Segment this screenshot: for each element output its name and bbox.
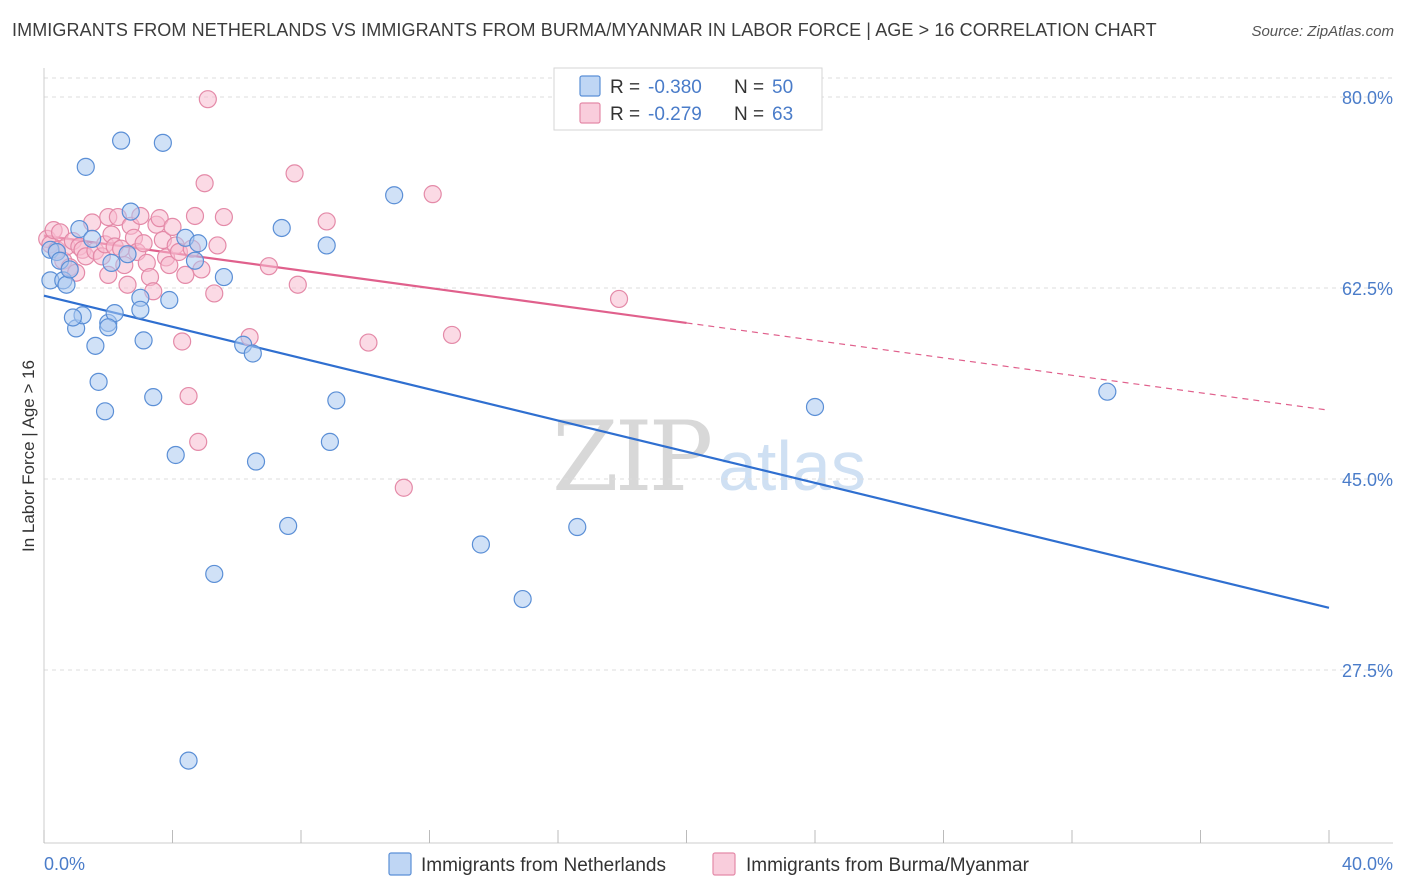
y-tick-label-2: 62.5% bbox=[1342, 279, 1393, 299]
netherlands-point-42 bbox=[385, 186, 404, 205]
legend-n-label-netherlands: N = bbox=[734, 77, 764, 98]
netherlands-point-30 bbox=[185, 251, 205, 270]
burma-point-51 bbox=[208, 236, 227, 255]
y-tick-label-0: 27.5% bbox=[1342, 661, 1393, 681]
netherlands-point-10 bbox=[76, 157, 95, 176]
burma-point-38 bbox=[163, 217, 182, 236]
stats-legend: R = -0.380 N = 50 R = -0.279 N = 63 bbox=[553, 67, 823, 131]
burma-point-37 bbox=[160, 255, 179, 275]
burma-point-43 bbox=[179, 386, 198, 406]
netherlands-point-41 bbox=[327, 391, 346, 410]
legend-n-value-netherlands: 50 bbox=[772, 77, 793, 98]
netherlands-point-16 bbox=[102, 253, 121, 272]
netherlands-point-44 bbox=[513, 589, 532, 609]
netherlands-point-45 bbox=[568, 517, 587, 537]
netherlands-point-43 bbox=[471, 535, 490, 554]
burma-point-58 bbox=[359, 333, 378, 352]
netherlands-point-32 bbox=[205, 564, 224, 584]
burma-point-46 bbox=[189, 432, 208, 451]
y-tick-label-3: 80.0% bbox=[1342, 88, 1393, 108]
netherlands-point-22 bbox=[131, 300, 150, 319]
netherlands-point-47 bbox=[1098, 382, 1117, 401]
series-legend: Immigrants from Netherlands Immigrants f… bbox=[388, 852, 1030, 876]
netherlands-point-39 bbox=[317, 236, 336, 255]
netherlands-point-38 bbox=[279, 516, 298, 536]
netherlands-point-12 bbox=[86, 336, 105, 355]
netherlands-point-25 bbox=[153, 133, 172, 152]
y-tick-labels: 27.5% 45.0% 62.5% 80.0% bbox=[1342, 88, 1393, 681]
netherlands-point-13 bbox=[89, 372, 108, 391]
netherlands-point-14 bbox=[95, 402, 115, 421]
legend-r-value-burma: -0.279 bbox=[648, 104, 702, 125]
netherlands-point-19 bbox=[118, 245, 137, 264]
trend-line-burma-extension bbox=[686, 322, 1330, 411]
trend-line-burma bbox=[43, 234, 687, 325]
burma-point-59 bbox=[394, 478, 413, 497]
netherlands-point-33 bbox=[214, 267, 233, 287]
legend-swatch-netherlands bbox=[579, 75, 601, 97]
netherlands-point-27 bbox=[166, 445, 185, 465]
burma-point-55 bbox=[288, 275, 307, 294]
legend-r-label-netherlands: R = bbox=[610, 77, 640, 98]
burma-point-54 bbox=[259, 257, 278, 276]
netherlands-point-24 bbox=[144, 388, 163, 407]
netherlands-point-5 bbox=[57, 275, 76, 294]
netherlands-point-6 bbox=[60, 260, 79, 279]
y-axis-label: In Labor Force | Age > 16 bbox=[19, 360, 38, 552]
burma-point-61 bbox=[442, 325, 462, 345]
legend-n-value-burma: 63 bbox=[772, 104, 793, 125]
burma-point-52 bbox=[214, 207, 233, 227]
burma-point-45 bbox=[185, 206, 205, 226]
bottom-legend-swatch-netherlands bbox=[388, 852, 412, 876]
netherlands-point-31 bbox=[189, 234, 208, 253]
netherlands-point-36 bbox=[246, 452, 266, 471]
bottom-legend-label-burma: Immigrants from Burma/Myanmar bbox=[746, 855, 1030, 876]
x-tick-label-min: 0.0% bbox=[44, 854, 85, 874]
bottom-legend-label-netherlands: Immigrants from Netherlands bbox=[421, 855, 666, 876]
netherlands-point-20 bbox=[121, 202, 140, 221]
burma-point-50 bbox=[205, 284, 224, 303]
netherlands-point-35 bbox=[243, 344, 262, 363]
netherlands-point-18 bbox=[111, 131, 131, 150]
watermark-atlas: atlas bbox=[718, 427, 866, 505]
netherlands-point-48 bbox=[63, 308, 83, 327]
grid-lines bbox=[44, 77, 1393, 671]
burma-point-29 bbox=[134, 234, 153, 253]
watermark-zip: ZIP bbox=[552, 401, 711, 513]
netherlands-point-40 bbox=[320, 432, 340, 451]
netherlands-point-37 bbox=[272, 218, 291, 238]
legend-swatch-burma bbox=[579, 102, 601, 124]
chart-title: IMMIGRANTS FROM NETHERLANDS VS IMMIGRANT… bbox=[12, 20, 1157, 40]
legend-r-label-burma: R = bbox=[610, 104, 640, 125]
netherlands-point-49 bbox=[99, 318, 118, 337]
burma-point-42 bbox=[176, 265, 195, 285]
netherlands-point-46 bbox=[805, 397, 825, 417]
burma-point-56 bbox=[285, 164, 304, 183]
netherlands-point-8 bbox=[70, 219, 89, 239]
burma-point-62 bbox=[609, 289, 629, 309]
series-netherlands-points bbox=[41, 131, 1117, 770]
legend-n-label-burma: N = bbox=[734, 104, 764, 125]
netherlands-point-23 bbox=[134, 331, 153, 350]
burma-point-34 bbox=[150, 209, 169, 228]
burma-point-41 bbox=[173, 332, 192, 351]
burma-point-48 bbox=[195, 174, 214, 193]
netherlands-point-11 bbox=[83, 229, 102, 248]
netherlands-point-26 bbox=[160, 290, 179, 310]
burma-point-24 bbox=[118, 275, 137, 294]
source-credit: Source: ZipAtlas.com bbox=[1251, 23, 1394, 40]
burma-point-57 bbox=[317, 212, 336, 231]
x-tick-label-max: 40.0% bbox=[1342, 854, 1393, 874]
axes bbox=[43, 68, 1393, 844]
netherlands-point-29 bbox=[179, 751, 198, 770]
burma-point-60 bbox=[423, 185, 442, 204]
burma-point-49 bbox=[198, 90, 217, 109]
legend-r-value-netherlands: -0.380 bbox=[648, 77, 702, 98]
y-tick-label-1: 45.0% bbox=[1342, 470, 1393, 490]
bottom-legend-swatch-burma bbox=[712, 852, 736, 876]
